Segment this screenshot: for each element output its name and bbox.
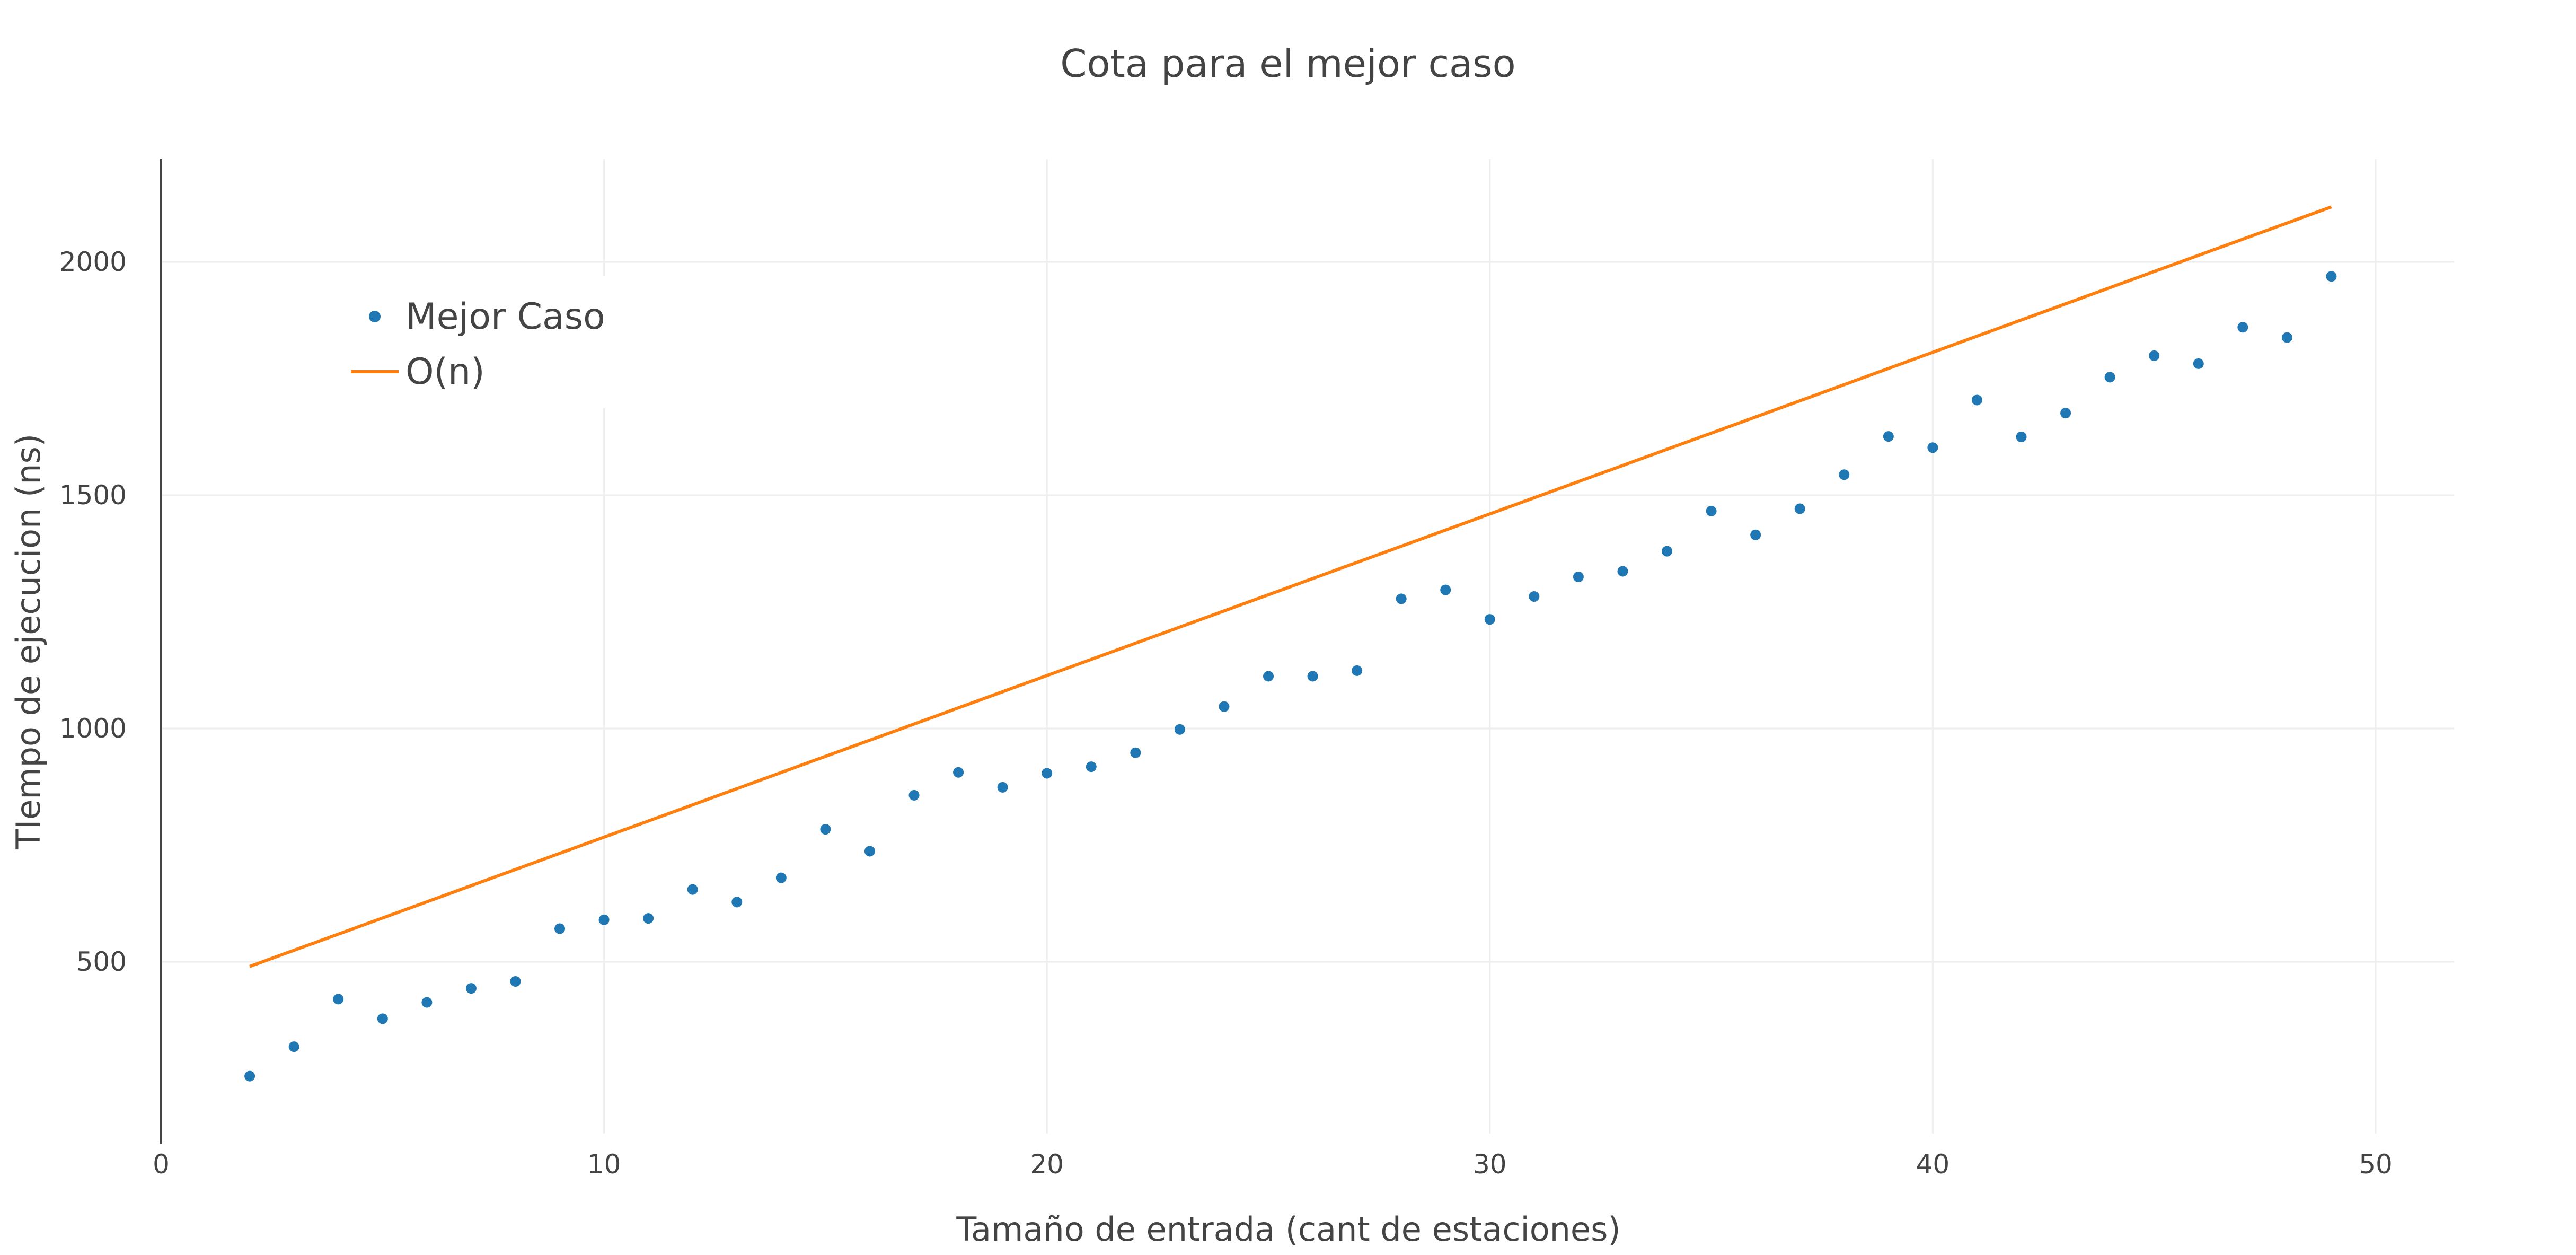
data-point-mejor-caso bbox=[510, 976, 521, 987]
data-point-mejor-caso bbox=[953, 767, 964, 778]
data-point-mejor-caso bbox=[1219, 701, 1230, 712]
data-point-mejor-caso bbox=[2016, 432, 2027, 442]
data-point-mejor-caso bbox=[1440, 584, 1451, 595]
data-point-mejor-caso bbox=[687, 884, 698, 895]
data-point-mejor-caso bbox=[2281, 332, 2292, 343]
data-point-mejor-caso bbox=[1971, 394, 1982, 406]
y-axis-title: TIempo de ejecucion (ns) bbox=[9, 434, 48, 850]
series-line-o-n bbox=[249, 205, 2332, 968]
legend-marker-mejor-caso bbox=[369, 311, 381, 322]
data-point-mejor-caso bbox=[1883, 431, 1894, 442]
data-point-mejor-caso bbox=[1263, 671, 1274, 682]
data-point-mejor-caso bbox=[1086, 761, 1097, 773]
data-point-mejor-caso bbox=[820, 824, 831, 835]
legend: Mejor Caso O(n) bbox=[339, 276, 615, 408]
data-point-mejor-caso bbox=[775, 872, 787, 883]
data-point-mejor-caso bbox=[2104, 372, 2115, 383]
x-tick-label: 10 bbox=[587, 1149, 621, 1180]
x-tick-label: 30 bbox=[1473, 1149, 1507, 1180]
data-point-mejor-caso bbox=[1794, 503, 1805, 514]
x-tick-label: 40 bbox=[1916, 1149, 1950, 1180]
data-point-mejor-caso bbox=[1839, 469, 1850, 480]
data-point-mejor-caso bbox=[1706, 505, 1717, 516]
data-point-mejor-caso bbox=[908, 789, 920, 801]
data-point-mejor-caso bbox=[333, 994, 344, 1005]
y-tick-label: 1000 bbox=[59, 713, 127, 744]
data-point-mejor-caso bbox=[1352, 665, 1363, 676]
legend-label-mejor-caso: Mejor Caso bbox=[405, 296, 605, 338]
data-point-mejor-caso bbox=[1573, 572, 1584, 582]
legend-background bbox=[339, 276, 615, 408]
x-axis-title: Tamaño de entrada (cant de estaciones) bbox=[956, 1210, 1620, 1249]
data-point-mejor-caso bbox=[864, 846, 875, 857]
legend-label-o-n: O(n) bbox=[405, 351, 485, 393]
data-point-mejor-caso bbox=[1130, 747, 1141, 758]
data-point-mejor-caso bbox=[2060, 408, 2071, 419]
y-tick-label: 2000 bbox=[59, 247, 127, 277]
data-point-mejor-caso bbox=[643, 913, 654, 924]
data-point-mejor-caso bbox=[244, 1070, 255, 1082]
y-tick-label: 1500 bbox=[59, 480, 127, 511]
data-point-mejor-caso bbox=[598, 914, 610, 925]
data-point-mejor-caso bbox=[997, 782, 1008, 793]
data-point-mejor-caso bbox=[465, 983, 477, 994]
data-point-mejor-caso bbox=[1927, 442, 1938, 453]
grid bbox=[161, 159, 2454, 1134]
data-point-mejor-caso bbox=[2237, 322, 2248, 333]
data-point-mejor-caso bbox=[554, 923, 566, 934]
y-tick-label: 500 bbox=[76, 946, 127, 977]
data-point-mejor-caso bbox=[2326, 271, 2337, 282]
tick-labels: 0 10 20 30 40 50 500 1000 1500 2000 bbox=[59, 247, 2393, 1180]
data-point-mejor-caso bbox=[1396, 593, 1407, 604]
data-point-mejor-caso bbox=[1529, 591, 1540, 602]
data-point-mejor-caso bbox=[421, 997, 433, 1008]
data-point-mejor-caso bbox=[2193, 358, 2204, 369]
data-point-mejor-caso bbox=[731, 897, 743, 908]
x-tick-label: 20 bbox=[1030, 1149, 1064, 1180]
chart-title: Cota para el mejor caso bbox=[1060, 41, 1515, 86]
data-point-mejor-caso bbox=[2149, 350, 2160, 361]
data-point-mejor-caso bbox=[1484, 614, 1495, 625]
data-point-mejor-caso bbox=[1617, 566, 1628, 577]
x-tick-label: 50 bbox=[2359, 1149, 2393, 1180]
data-point-mejor-caso bbox=[288, 1041, 299, 1052]
data-point-mejor-caso bbox=[1750, 529, 1761, 540]
data-point-mejor-caso bbox=[377, 1013, 388, 1024]
data-point-mejor-caso bbox=[1042, 768, 1053, 779]
x-tick-label: 0 bbox=[153, 1149, 170, 1180]
data-point-mejor-caso bbox=[1174, 724, 1185, 735]
data-point-mejor-caso bbox=[1307, 671, 1318, 682]
data-point-mejor-caso bbox=[1662, 546, 1673, 557]
plot-area bbox=[244, 205, 2337, 1082]
